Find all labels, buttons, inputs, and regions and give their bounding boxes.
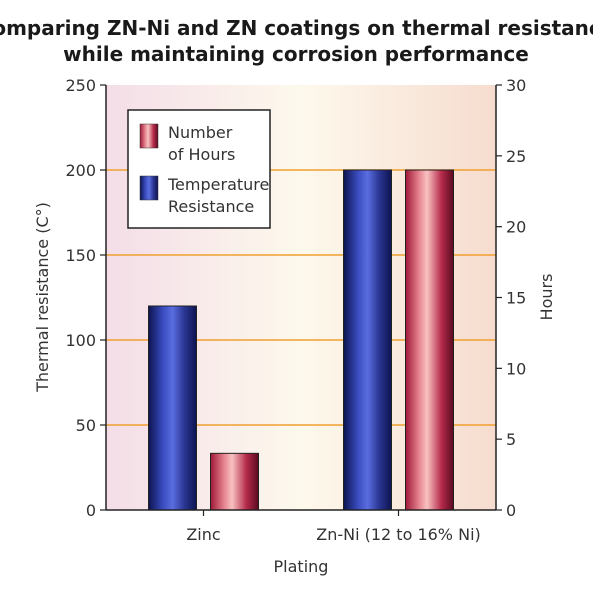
chart-title: Comparing ZN-Ni and ZN coatings on therm… (0, 16, 593, 66)
right-tick-label: 0 (506, 501, 516, 520)
left-tick-label: 0 (86, 501, 96, 520)
right-tick-label: 15 (506, 289, 526, 308)
legend-swatch-temperature (139, 175, 159, 201)
bar-hours (405, 169, 454, 511)
x-tick-label: Zinc (186, 525, 220, 544)
right-tick-label: 20 (506, 218, 526, 237)
left-tick-label: 50 (76, 416, 96, 435)
right-axis-ticks: 0 5 10 15 20 25 30 (496, 76, 526, 520)
chart-title-line-1: Comparing ZN-Ni and ZN coatings on therm… (0, 16, 593, 40)
left-tick-label: 150 (65, 246, 96, 265)
x-tick-label: Zn-Ni (12 to 16% Ni) (316, 525, 481, 544)
bar-temperature (148, 305, 197, 511)
left-tick-label: 200 (65, 161, 96, 180)
x-axis-ticks: Zinc Zn-Ni (12 to 16% Ni) (186, 510, 481, 544)
right-tick-label: 30 (506, 76, 526, 95)
y-axis-label-left: Thermal resistance (C°) (33, 202, 52, 393)
legend-label-hours-line-2: of Hours (168, 145, 235, 164)
left-tick-label: 100 (65, 331, 96, 350)
left-axis-ticks: 0 50 100 150 200 250 (65, 76, 106, 520)
right-tick-label: 25 (506, 147, 526, 166)
x-axis-label: Plating (274, 557, 329, 576)
bar-hours (210, 452, 259, 511)
bar-temperature (343, 169, 392, 511)
right-tick-label: 10 (506, 359, 526, 378)
legend-swatch-hours (139, 123, 159, 149)
y-axis-label-right: Hours (537, 274, 556, 321)
legend: Number of Hours Temperature Resistance (127, 109, 271, 229)
left-tick-label: 250 (65, 76, 96, 95)
right-tick-label: 5 (506, 430, 516, 449)
chart-title-line-2: while maintaining corrosion performance (63, 42, 529, 66)
bars (148, 169, 454, 511)
legend-label-temperature-line-1: Temperature (167, 175, 269, 194)
legend-label-temperature-line-2: Resistance (168, 197, 254, 216)
legend-box (127, 109, 271, 229)
legend-label-hours-line-1: Number (168, 123, 233, 142)
